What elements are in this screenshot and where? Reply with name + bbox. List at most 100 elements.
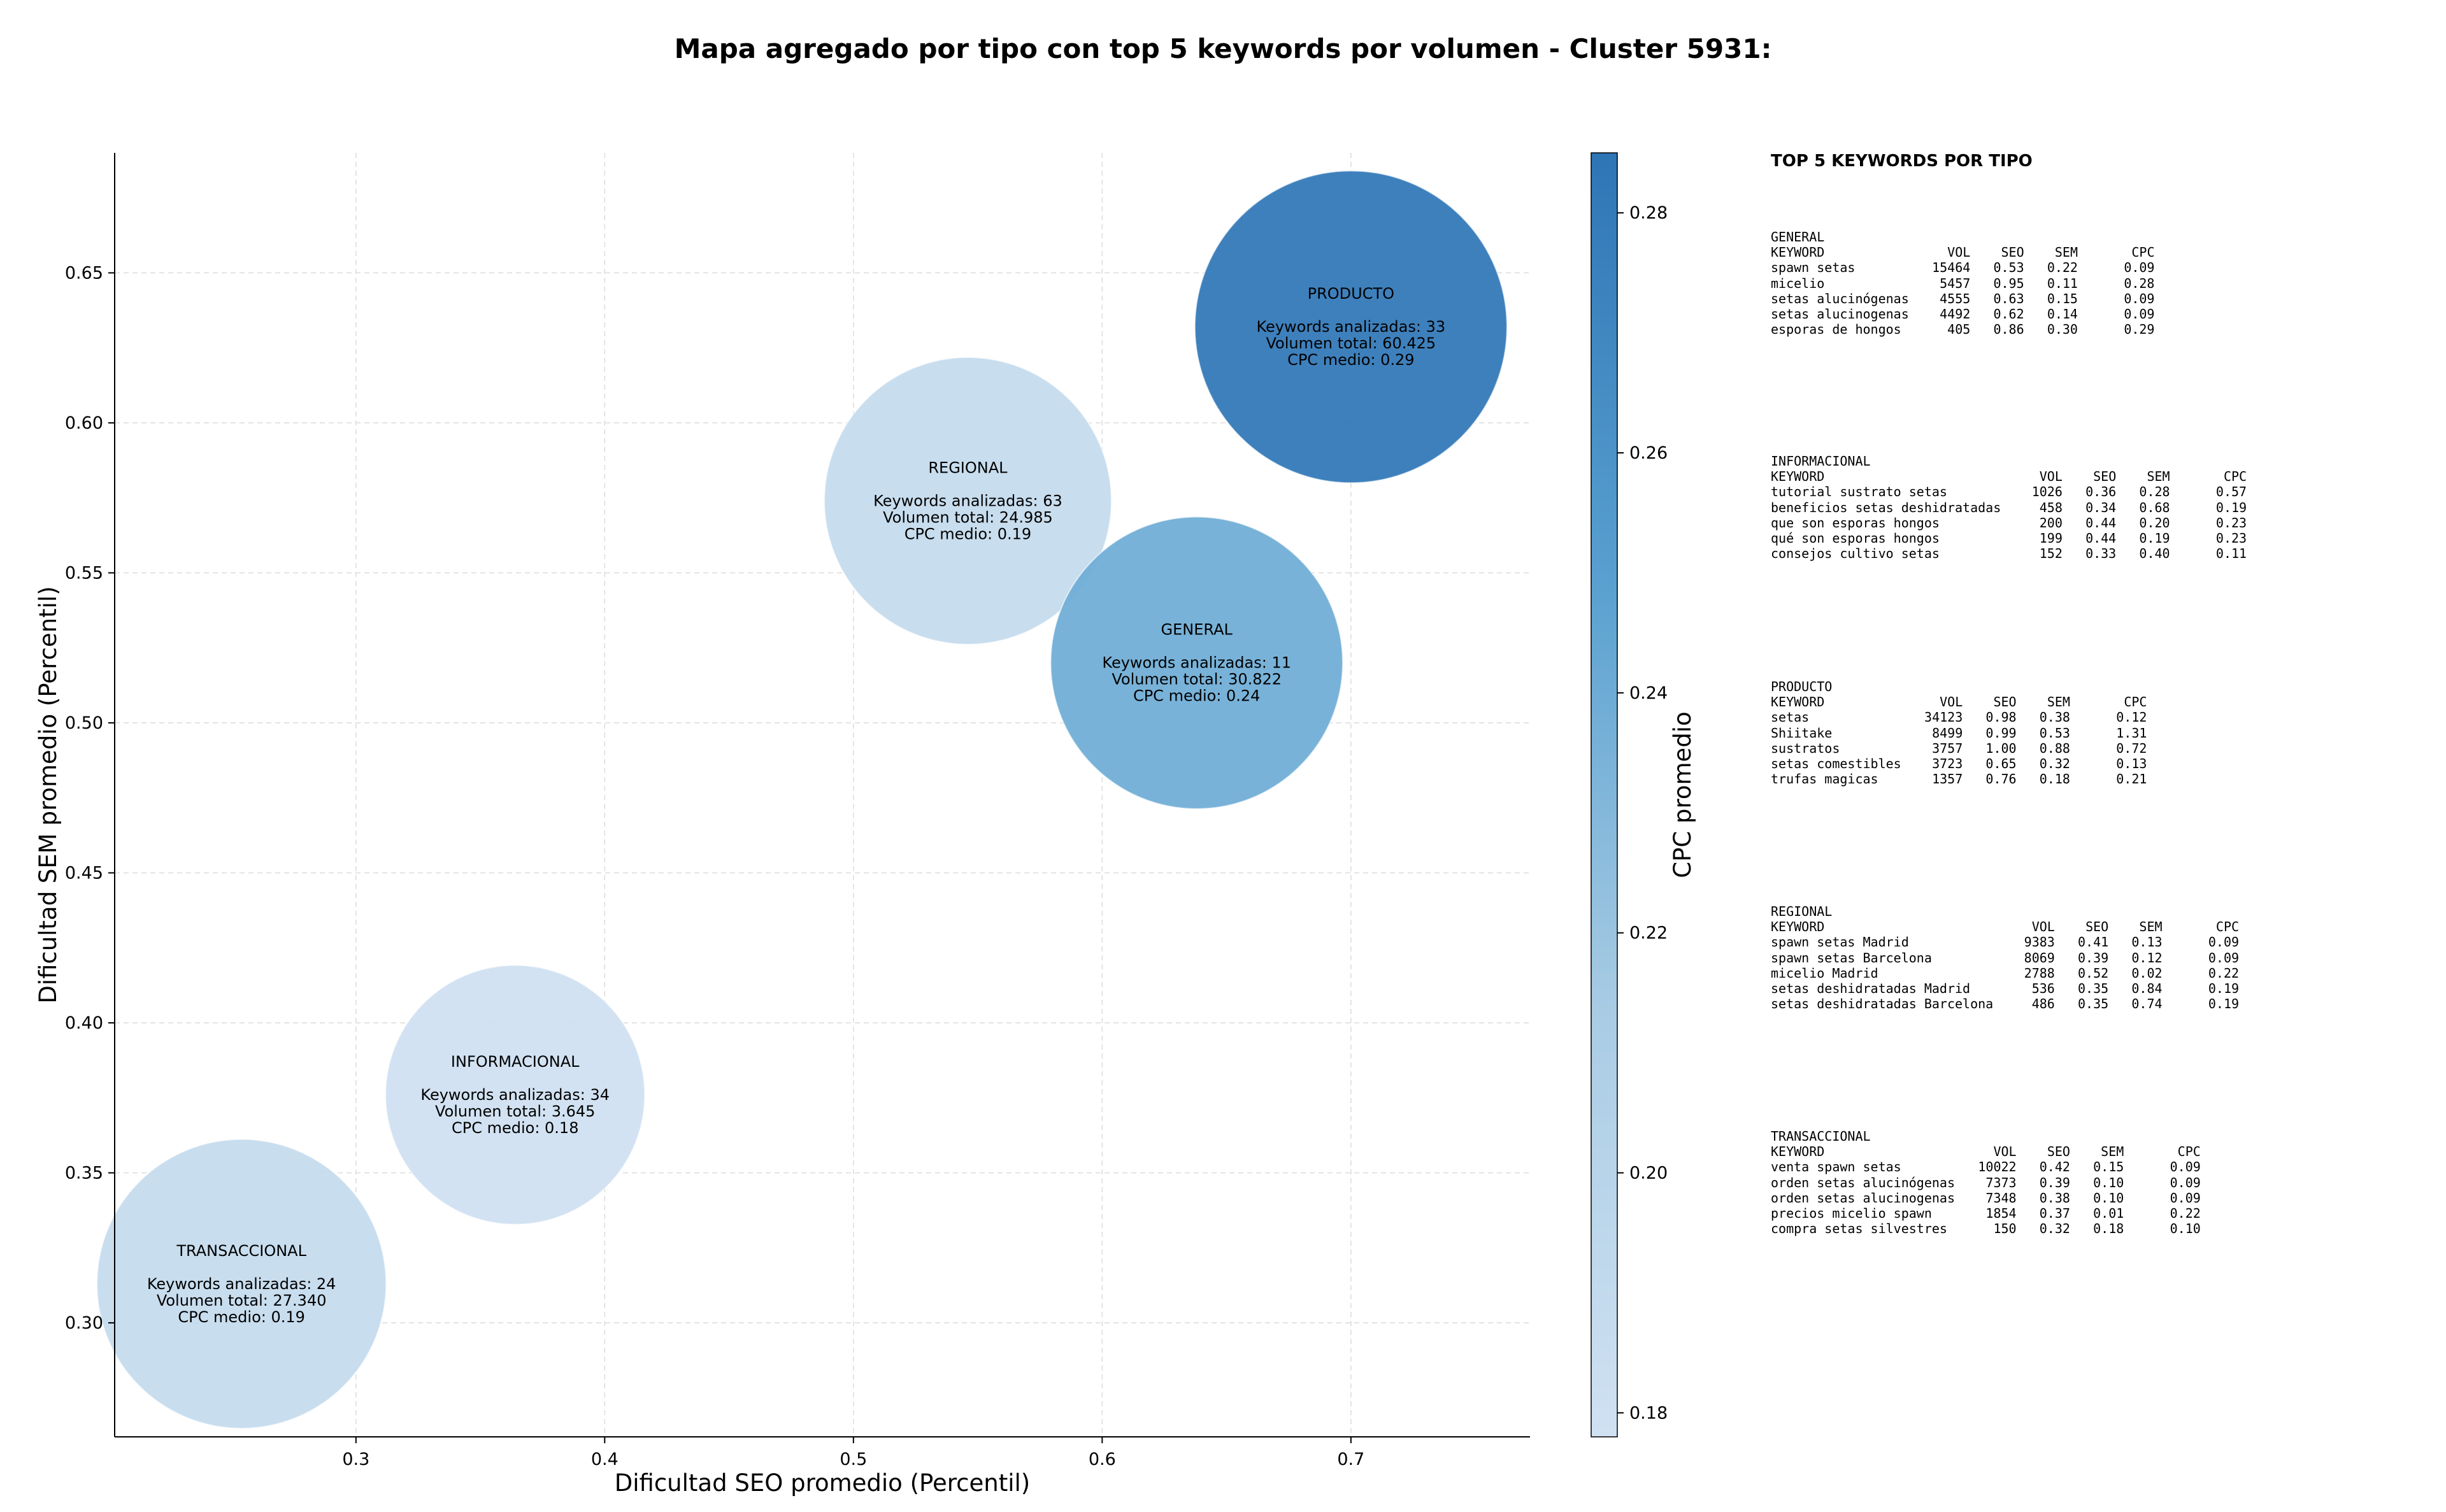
metric-cell: 0.09 — [2124, 290, 2155, 306]
keyword-table-row: setas 34123 0.98 0.38 0.12 — [1771, 710, 2147, 725]
metric-cell: SEM — [2054, 245, 2078, 260]
keyword-table-row: beneficios setas deshidratadas 458 0.34 0.6… — [1771, 500, 2247, 515]
keyword-table-header: KEYWORD VOL SEO SEM CPC — [1771, 919, 2239, 934]
y-tick-label: 0.30 — [65, 1313, 103, 1333]
metric-cell: CPC — [2131, 245, 2155, 260]
metric-cell: VOL — [1947, 245, 1971, 260]
metric-cell: 1357 — [1932, 771, 1963, 787]
metric-cell: 0.32 — [2039, 755, 2070, 771]
metric-cell: 0.39 — [2078, 950, 2109, 966]
metric-cell: 200 — [2039, 515, 2063, 531]
colorbar-tick-label: 0.24 — [1629, 683, 1668, 703]
metric-cell: 1854 — [1985, 1205, 2017, 1221]
bubble-circle — [96, 1138, 387, 1429]
metric-cell: 0.38 — [2039, 710, 2070, 725]
metric-cell: 0.37 — [2039, 1205, 2070, 1221]
bubble-annotation: Keywords analizadas: 34 — [420, 1086, 610, 1104]
metric-cell: 0.19 — [2139, 530, 2170, 546]
x-tick-label: 0.3 — [342, 1450, 369, 1469]
metric-cell: 0.34 — [2085, 499, 2117, 515]
keyword-group-title: REGIONAL — [1771, 904, 1833, 919]
keyword-cell: spawn setas — [1771, 260, 1856, 276]
y-tick-label: 0.60 — [65, 413, 103, 433]
metric-cell: 0.09 — [2170, 1159, 2201, 1175]
metric-cell: 0.15 — [2047, 290, 2078, 306]
metric-cell: 0.12 — [2131, 950, 2163, 966]
keyword-table-row: sustratos 3757 1.00 0.88 0.72 — [1771, 741, 2147, 756]
colorbar-tick-label: 0.20 — [1629, 1163, 1668, 1183]
metric-cell: 4492 — [1940, 306, 1971, 322]
metric-cell: 0.86 — [1993, 322, 2024, 338]
metric-cell: 0.32 — [2039, 1221, 2070, 1237]
metric-cell: 3757 — [1932, 740, 1963, 756]
bubble-informacional: INFORMACIONAL Keywords analizadas: 34Volu… — [385, 964, 646, 1225]
keyword-cell: que son esporas hongos — [1771, 515, 1940, 531]
metric-cell: 0.23 — [2215, 515, 2247, 531]
metric-cell: 150 — [1993, 1221, 2017, 1237]
metric-cell: 0.74 — [2131, 996, 2163, 1012]
metric-cell: SEO — [2093, 469, 2117, 485]
metric-cell: CPC — [2177, 1144, 2201, 1160]
metric-cell: 0.14 — [2047, 306, 2078, 322]
bubble-circle — [1050, 516, 1343, 810]
metric-cell: 0.98 — [1985, 710, 2017, 725]
metric-cell: 0.09 — [2124, 306, 2155, 322]
metric-cell: 0.02 — [2131, 965, 2163, 981]
bubble-annotation: Volumen total: 24.985 — [883, 508, 1053, 526]
metric-cell: 9383 — [2024, 934, 2055, 950]
bubble-annotation: Keywords analizadas: 33 — [1257, 318, 1446, 336]
metric-cell: 0.09 — [2124, 260, 2155, 276]
keyword-table-informacional: INFORMACIONAL KEYWORD VOL SEO SEM CPC tutorial… — [1771, 453, 2247, 561]
metric-cell: 2788 — [2024, 965, 2055, 981]
keyword-table-row: setas deshidratadas Barcelona 486 0.35 0.74… — [1771, 996, 2239, 1011]
metric-cell: 0.44 — [2085, 530, 2117, 546]
metric-cell: SEO — [2001, 245, 2024, 260]
keyword-table-row: spawn setas Barcelona 8069 0.39 0.12 0.09 — [1771, 950, 2239, 966]
keyword-cell: Shiitake — [1771, 725, 1833, 741]
keyword-table-row: spawn setas 15464 0.53 0.22 0.09 — [1771, 260, 2154, 275]
metric-cell: 0.19 — [2208, 980, 2240, 996]
metric-cell: 0.33 — [2085, 546, 2117, 562]
x-tick-label: 0.5 — [840, 1450, 867, 1469]
metric-cell: 0.23 — [2215, 530, 2247, 546]
keyword-table-row: venta spawn setas 10022 0.42 0.15 0.09 — [1771, 1159, 2201, 1174]
keyword-table-header: KEYWORD VOL SEO SEM CPC — [1771, 245, 2154, 260]
metric-cell: 0.19 — [2215, 499, 2247, 515]
keyword-table-general: GENERAL KEYWORD VOL SEO SEM CPC spawn setas 154… — [1771, 229, 2154, 337]
y-tick-label: 0.50 — [65, 713, 103, 733]
keyword-cell: micelio — [1771, 275, 1825, 291]
bubble-label: INFORMACIONAL — [451, 1053, 580, 1071]
metric-cell: 0.15 — [2093, 1159, 2124, 1175]
x-tick-label: 0.7 — [1337, 1450, 1364, 1469]
y-tick-label: 0.65 — [65, 263, 103, 283]
keyword-table-row: setas alucinógenas 4555 0.63 0.15 0.09 — [1771, 291, 2154, 306]
keyword-table-row: Shiitake 8499 0.99 0.53 1.31 — [1771, 725, 2147, 741]
keyword-table-header: KEYWORD VOL SEO SEM CPC — [1771, 694, 2147, 710]
keyword-cell: qué son esporas hongos — [1771, 530, 1940, 546]
x-axis-ticks: 0.3 0.4 0.5 0.6 0.7 — [342, 1437, 1364, 1469]
metric-cell: 0.12 — [2116, 710, 2147, 725]
metric-cell: 536 — [2031, 980, 2055, 996]
x-axis-title: Dificultad SEO promedio (Percentil) — [615, 1469, 1030, 1497]
metric-cell: 0.13 — [2116, 755, 2147, 771]
keyword-table-row: que son esporas hongos 200 0.44 0.20 0.23 — [1771, 515, 2247, 531]
metric-cell: 0.10 — [2170, 1221, 2201, 1237]
keyword-group-title: GENERAL — [1771, 229, 1825, 245]
colorbar-tick-label: 0.22 — [1629, 924, 1668, 943]
metric-cell: 0.36 — [2085, 484, 2117, 500]
colorbar-label: CPC promedio — [1669, 711, 1696, 878]
metric-cell: 5457 — [1940, 275, 1971, 291]
metric-cell: VOL — [1993, 1144, 2017, 1160]
metric-cell: 34123 — [1924, 710, 1963, 725]
keyword-table-row: setas comestibles 3723 0.65 0.32 0.13 — [1771, 756, 2147, 771]
metric-cell: 0.62 — [1993, 306, 2024, 322]
metric-cell: 10022 — [1978, 1159, 2017, 1175]
metric-cell: 0.10 — [2093, 1190, 2124, 1206]
keyword-group-title: INFORMACIONAL — [1771, 453, 1871, 469]
y-axis-title: Dificultad SEM promedio (Percentil) — [34, 586, 62, 1003]
metric-cell: SEO — [1993, 694, 2017, 710]
keyword-cell: consejos cultivo setas — [1771, 546, 1940, 562]
